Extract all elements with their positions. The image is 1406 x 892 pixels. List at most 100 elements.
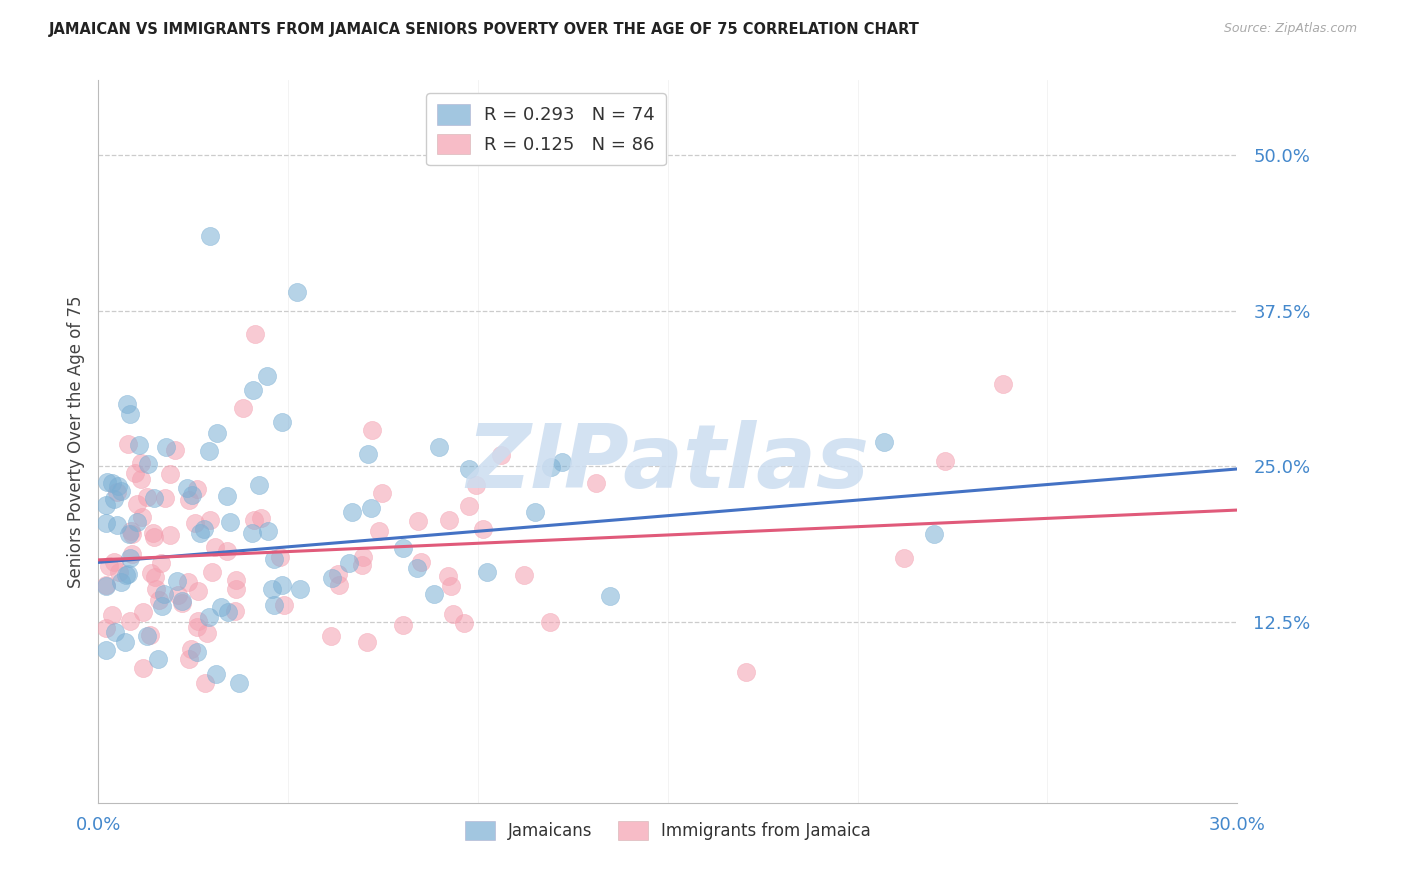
Point xyxy=(186,482,208,496)
Point xyxy=(96,475,118,490)
Point xyxy=(194,676,217,690)
Point xyxy=(409,555,432,569)
Point xyxy=(107,479,129,493)
Point xyxy=(271,415,294,429)
Legend: Jamaicans, Immigrants from Jamaica: Jamaicans, Immigrants from Jamaica xyxy=(457,813,879,848)
Text: ZIPatlas: ZIPatlas xyxy=(467,420,869,507)
Point xyxy=(224,604,246,618)
Point xyxy=(201,565,224,579)
Y-axis label: Seniors Poverty Over the Age of 75: Seniors Poverty Over the Age of 75 xyxy=(66,295,84,588)
Point xyxy=(125,515,148,529)
Point xyxy=(139,627,162,641)
Point xyxy=(368,524,391,539)
Point xyxy=(118,615,141,629)
Point xyxy=(271,578,294,592)
Point xyxy=(371,486,394,500)
Point xyxy=(146,652,169,666)
Point xyxy=(177,652,200,666)
Point xyxy=(100,475,122,490)
Point xyxy=(96,579,118,593)
Point xyxy=(217,605,239,619)
Point xyxy=(197,610,219,624)
Point xyxy=(934,454,956,468)
Point xyxy=(94,642,117,657)
Point xyxy=(423,587,446,601)
Point xyxy=(94,516,117,530)
Point xyxy=(97,558,120,573)
Point xyxy=(205,425,228,440)
Point xyxy=(94,621,117,635)
Point xyxy=(118,551,141,566)
Text: JAMAICAN VS IMMIGRANTS FROM JAMAICA SENIORS POVERTY OVER THE AGE OF 75 CORRELATI: JAMAICAN VS IMMIGRANTS FROM JAMAICA SENI… xyxy=(49,22,920,37)
Point xyxy=(132,660,155,674)
Point xyxy=(94,498,117,512)
Point xyxy=(524,505,547,519)
Point xyxy=(352,550,374,565)
Point xyxy=(184,516,207,530)
Point xyxy=(153,491,176,505)
Point xyxy=(453,615,475,630)
Point xyxy=(232,401,254,416)
Point xyxy=(100,608,122,623)
Point xyxy=(167,589,190,603)
Point xyxy=(408,514,430,528)
Point xyxy=(228,676,250,690)
Point xyxy=(105,485,128,500)
Point xyxy=(285,285,308,299)
Point xyxy=(180,642,202,657)
Point xyxy=(441,607,464,621)
Point xyxy=(110,574,132,589)
Point xyxy=(176,481,198,495)
Point xyxy=(114,568,136,582)
Point xyxy=(217,543,239,558)
Point xyxy=(342,505,364,519)
Point xyxy=(163,443,186,458)
Point xyxy=(269,549,291,564)
Point xyxy=(118,527,141,541)
Point xyxy=(440,579,463,593)
Point xyxy=(177,575,200,590)
Point xyxy=(186,644,208,658)
Point xyxy=(135,490,157,504)
Point xyxy=(148,593,170,607)
Point xyxy=(458,462,481,476)
Point xyxy=(177,492,200,507)
Point xyxy=(121,527,143,541)
Point xyxy=(131,509,153,524)
Point xyxy=(193,522,215,536)
Point xyxy=(104,625,127,640)
Point xyxy=(263,552,285,566)
Point xyxy=(356,635,378,649)
Point xyxy=(198,443,221,458)
Point xyxy=(198,513,221,527)
Point xyxy=(260,582,283,596)
Point xyxy=(360,501,382,516)
Point xyxy=(149,557,172,571)
Point xyxy=(187,583,209,598)
Point xyxy=(150,599,173,613)
Point xyxy=(922,526,945,541)
Point xyxy=(472,522,495,536)
Point xyxy=(143,530,166,544)
Point xyxy=(872,434,894,449)
Point xyxy=(120,524,142,539)
Point xyxy=(103,491,125,506)
Point xyxy=(204,540,226,554)
Point xyxy=(124,466,146,480)
Point xyxy=(256,369,278,384)
Point xyxy=(94,578,117,592)
Point xyxy=(288,582,311,597)
Point xyxy=(139,566,162,581)
Point xyxy=(489,448,512,462)
Point xyxy=(475,566,498,580)
Point xyxy=(357,447,380,461)
Point xyxy=(350,558,373,573)
Point xyxy=(117,566,139,581)
Point xyxy=(551,455,574,469)
Point xyxy=(319,629,342,643)
Point xyxy=(243,513,266,527)
Point xyxy=(136,629,159,643)
Point xyxy=(186,620,208,634)
Point xyxy=(142,525,165,540)
Point xyxy=(273,598,295,612)
